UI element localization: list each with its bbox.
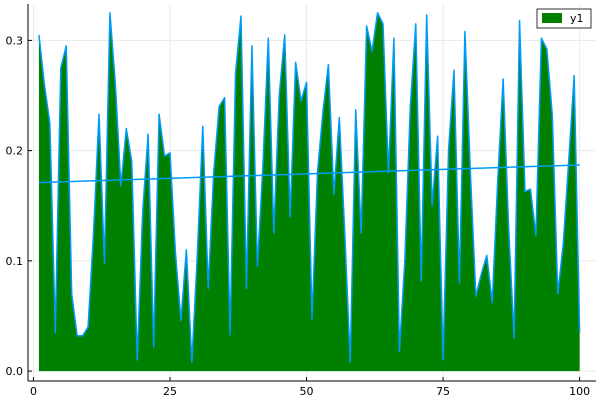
x-tick-label-2: 50 [300, 385, 314, 398]
area-edge-y1 [38, 12, 581, 364]
trend-line [38, 164, 580, 184]
legend-swatch-y1 [542, 13, 562, 23]
legend: y1 [536, 8, 592, 29]
x-tick-label-3: 75 [436, 385, 450, 398]
y-tick-label-3: 0.3 [6, 34, 24, 47]
y-tick-label-1: 0.1 [6, 255, 24, 268]
legend-label-y1: y1 [570, 12, 584, 25]
y-tick-label-0: 0.0 [6, 365, 24, 378]
area-fill-y1 [38, 12, 580, 372]
x-tick-label-0: 0 [30, 385, 37, 398]
y-tick-label-2: 0.2 [6, 145, 24, 158]
x-tick-label-4: 100 [569, 385, 590, 398]
axes [27, 4, 596, 382]
x-tick-label-1: 25 [163, 385, 177, 398]
tick-labels: 0 25 50 75 100 0.0 0.1 0.2 0.3 [6, 34, 591, 398]
trend-line-layer [38, 164, 580, 184]
area-series-layer [38, 12, 581, 372]
